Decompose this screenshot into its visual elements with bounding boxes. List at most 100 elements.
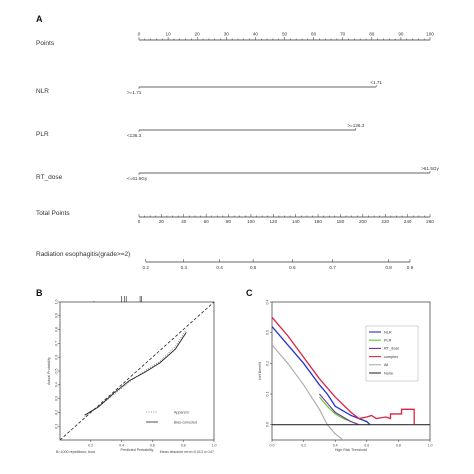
total-points-tick-label: 200	[359, 219, 367, 224]
total-points-tick-label: 220	[381, 219, 389, 224]
series-line-ideal	[59, 301, 215, 441]
panel-a-letter: A	[36, 14, 43, 24]
variable-upper-label: >=136.3	[347, 123, 364, 128]
variable-lower-label: <=61.5Gy	[127, 176, 148, 181]
panel-b-letter: B	[36, 288, 43, 298]
points-tick-label: 20	[195, 32, 201, 37]
x-axis-label: High Risk Threshold	[335, 448, 367, 452]
risk-tick-label: 0.6	[289, 265, 296, 270]
risk-tick-label: 0.9	[407, 265, 414, 270]
panel-c-letter: C	[246, 288, 253, 298]
variable-lower-label: >=1.71	[127, 90, 142, 95]
points-tick-label: 0	[138, 32, 141, 37]
calibration-panel: B 0.1 0.2 0.3 0.4 0.5 0.6 0.7 0.8 0.9 1.0 0.2 0.4 0.…	[36, 288, 217, 454]
nomogram-panel: A Points 0 10 20 30 40 50 60 70 80 90 100 NLR <1.71 >=…	[36, 14, 439, 270]
x-tick-label: 1.0	[212, 444, 217, 448]
y-tick-label: 0.5	[54, 369, 58, 374]
total-points-tick-label: 260	[426, 219, 434, 224]
legend-label: All	[384, 363, 388, 367]
y-tick-label: 0.7	[54, 341, 58, 346]
series-line-bias-corrected	[84, 332, 187, 416]
y-tick-label: 0.2	[265, 361, 269, 366]
decision-curve-plot: 0.0 0.1 0.2 0.3 0.4 0.0 0.2 0.4 0.6 0.8 1.0 High Ri…	[258, 300, 433, 453]
y-tick-label: 1.0	[54, 300, 58, 305]
x-tick-label: 0.4	[333, 444, 338, 448]
footer-right: Mean absolute error=0.013 n=147	[160, 450, 214, 454]
x-tick-label: 0.2	[301, 444, 306, 448]
total-points-tick-label: 160	[314, 219, 322, 224]
legend-label: complex	[384, 355, 398, 359]
legend-label: Apparent	[174, 410, 189, 414]
series-line-apparent	[84, 329, 187, 417]
x-tick-label: 0.8	[181, 444, 186, 448]
y-tick-label: 0.6	[54, 355, 58, 360]
calibration-plot: 0.1 0.2 0.3 0.4 0.5 0.6 0.7 0.8 0.9 1.0 0.2 0.4 0.6 0…	[47, 296, 217, 454]
variable-lower-label: <136.3	[127, 133, 142, 138]
variable-label: PLR	[36, 131, 49, 138]
total-points-tick-label: 180	[337, 219, 345, 224]
decision-curve-panel: C 0.0 0.1 0.2 0.3 0.4 0.0 0.2 0.4 0.6 0.8 1.0 High …	[246, 288, 433, 452]
total-points-label: Total Points	[36, 210, 70, 217]
legend-label: RT_dose	[384, 347, 399, 351]
points-tick-label: 10	[166, 32, 172, 37]
points-tick-label: 100	[426, 32, 434, 37]
risk-tick-label: 0.7	[329, 265, 336, 270]
points-tick-label: 30	[224, 32, 230, 37]
risk-label: Radiation esophagitis(grade>=2)	[36, 251, 130, 258]
x-tick-label: 0.0	[270, 444, 275, 448]
x-tick-label: 0.6	[364, 444, 369, 448]
y-tick-label: 0.3	[265, 330, 269, 335]
total-points-tick-label: 120	[269, 219, 277, 224]
variable-label: NLR	[36, 88, 49, 95]
y-tick-label: 0.1	[54, 424, 58, 429]
variable-upper-label: >61.5Gy	[421, 166, 439, 171]
x-tick-label: 1.0	[428, 444, 433, 448]
y-axis-label: Actual Probability	[47, 357, 51, 385]
variable-label: RT_dose	[36, 174, 63, 181]
y-tick-label: 0.3	[54, 396, 58, 401]
total-points-tick-label: 40	[181, 219, 187, 224]
total-points-tick-label: 140	[292, 219, 300, 224]
nomogram-rows: Points 0 10 20 30 40 50 60 70 80 90 100 NLR <1.71 >=1.…	[36, 32, 439, 271]
y-tick-label: 0.4	[265, 300, 269, 305]
legend-label: NLR	[384, 330, 392, 334]
footer-left: B=1000 repetitions, boot	[56, 450, 95, 454]
y-tick-label: 0.9	[54, 313, 58, 318]
points-label: Points	[36, 40, 55, 47]
total-points-tick-label: 0	[138, 219, 141, 224]
legend-label: PLR	[384, 339, 392, 343]
risk-tick-label: 0.4	[216, 265, 223, 270]
total-points-tick-label: 100	[247, 219, 255, 224]
risk-tick-label: 0.3	[181, 265, 188, 270]
risk-tick-label: 0.8	[385, 265, 392, 270]
risk-tick-label: 0.5	[250, 265, 257, 270]
plot-frame	[271, 301, 431, 441]
series-line-complex	[272, 316, 415, 425]
x-tick-label: 0.2	[88, 444, 93, 448]
risk-tick-label: 0.2	[143, 265, 150, 270]
y-tick-label: 0.1	[265, 392, 269, 397]
legend-label: None	[384, 371, 393, 375]
points-tick-label: 50	[282, 32, 288, 37]
x-axis-label: Predicted Probability	[121, 448, 154, 452]
series-group	[272, 316, 430, 440]
points-tick-label: 70	[340, 32, 346, 37]
total-points-tick-label: 20	[159, 219, 165, 224]
y-tick-label: 0.2	[54, 410, 58, 415]
total-points-tick-label: 240	[404, 219, 412, 224]
series-line-all	[272, 344, 344, 440]
total-points-tick-label: 60	[204, 219, 210, 224]
x-tick-label: 0.4	[119, 444, 124, 448]
points-tick-label: 60	[311, 32, 317, 37]
legend-box	[365, 325, 419, 382]
variable-upper-label: <1.71	[370, 80, 382, 85]
x-tick-label: 0.6	[150, 444, 155, 448]
points-tick-label: 40	[253, 32, 259, 37]
y-tick-label: 0.4	[54, 382, 58, 387]
series-line-rt-dose	[318, 393, 360, 426]
y-axis-label: Net Benefit	[258, 362, 262, 380]
points-tick-label: 90	[398, 32, 404, 37]
legend-label: Bias-corrected	[174, 420, 197, 424]
y-tick-label: 0.0	[265, 422, 269, 427]
